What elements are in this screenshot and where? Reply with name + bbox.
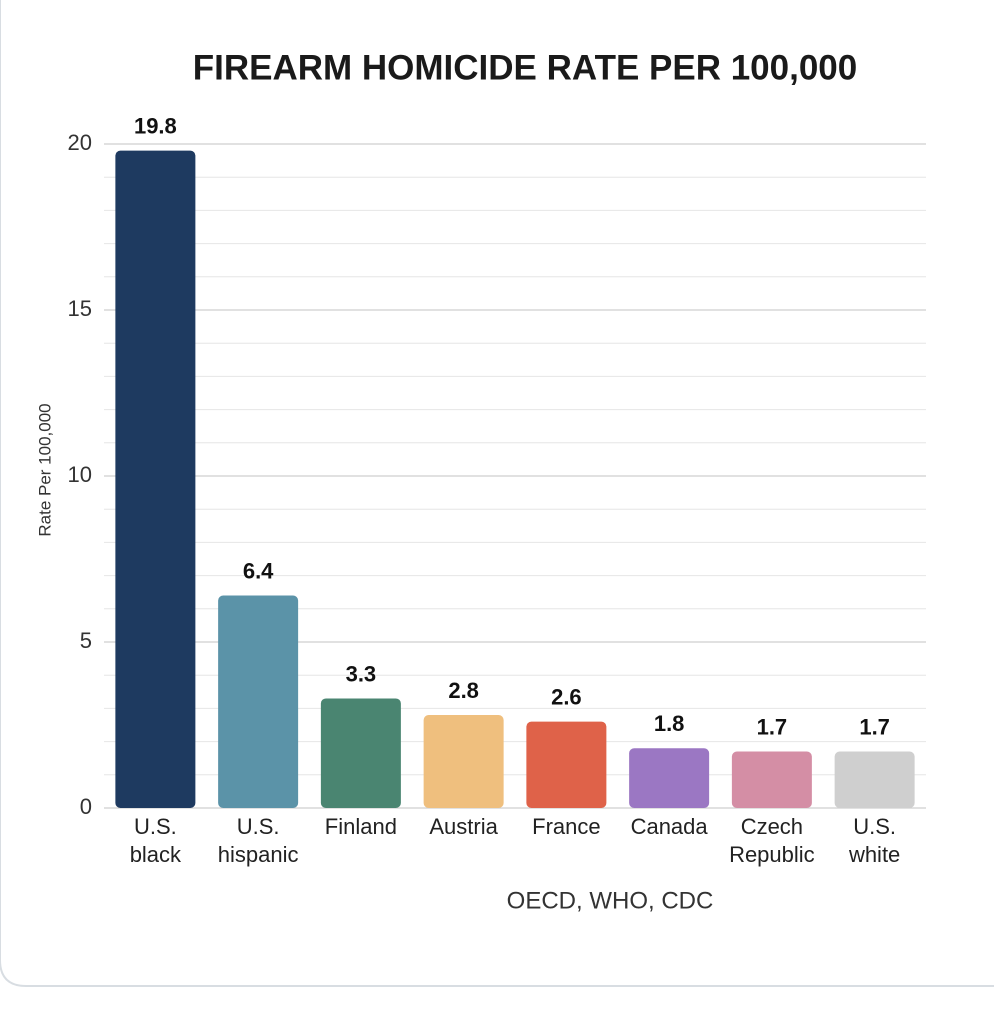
bar	[834, 751, 915, 808]
bar	[731, 751, 812, 808]
x-tick-label: Czech	[741, 814, 803, 839]
x-tick-label: U.S.	[237, 814, 280, 839]
x-tick-label: white	[848, 842, 900, 867]
x-tick-label: U.S.	[134, 814, 177, 839]
value-label: 19.8	[134, 113, 177, 138]
value-label: 1.7	[859, 714, 890, 739]
source: OECD, WHO, CDC	[507, 887, 714, 914]
bar	[526, 721, 607, 808]
x-tick-label: Canada	[631, 814, 709, 839]
x-tick-label: Austria	[429, 814, 498, 839]
bar	[629, 748, 710, 808]
chart-title: FIREARM HOMICIDE RATE PER 100,000	[193, 48, 858, 87]
x-tick-label: U.S.	[853, 814, 896, 839]
bar	[218, 595, 299, 808]
x-tick-label: Finland	[325, 814, 397, 839]
value-label: 2.8	[448, 678, 479, 703]
value-label: 3.3	[346, 661, 377, 686]
y-tick-label: 15	[68, 296, 92, 321]
bar	[115, 150, 196, 808]
bar	[320, 698, 401, 808]
y-tick-label: 10	[68, 462, 92, 487]
y-axis-label: Rate Per 100,000	[35, 403, 54, 536]
x-tick-label: black	[130, 842, 182, 867]
value-label: 1.7	[757, 714, 788, 739]
value-label: 2.6	[551, 684, 582, 709]
y-tick-label: 5	[80, 628, 92, 653]
bar	[423, 715, 504, 808]
x-tick-label: Republic	[729, 842, 815, 867]
value-label: 6.4	[243, 558, 274, 583]
y-tick-label: 20	[68, 130, 92, 155]
y-tick-label: 0	[80, 794, 92, 819]
x-tick-label: France	[532, 814, 600, 839]
card-border	[0, 0, 994, 987]
value-label: 1.8	[654, 711, 685, 736]
x-tick-label: hispanic	[218, 842, 299, 867]
